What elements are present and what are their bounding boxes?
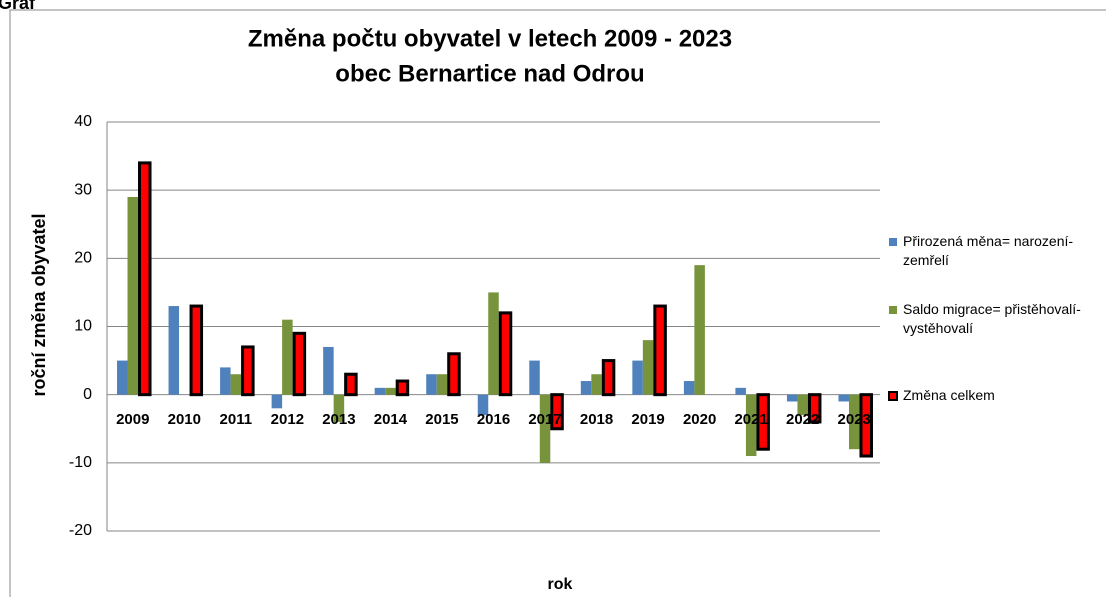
bar [271,394,283,409]
y-tick-label: 20 [74,250,92,267]
bar [694,265,705,395]
legend-label: Saldo migrace= přistěhovalí-vystěhovalí [903,301,1081,336]
x-tick-label: 2016 [477,411,510,428]
bar [385,387,396,395]
chart-subtitle: obec Bernartice nad Odrou [335,60,644,87]
legend-swatch [889,306,897,314]
bar [529,360,540,395]
x-tick-label: 2021 [734,411,767,428]
bar [168,306,180,395]
bar [807,393,822,424]
y-tick-label: 10 [74,318,92,335]
legend-label: Změna celkem [903,387,995,403]
x-tick-label: 2020 [683,411,716,428]
x-tick-label: 2011 [220,411,253,428]
x-tick-label: 2022 [786,411,819,428]
bar [333,394,345,422]
y-tick-label: -10 [69,454,92,471]
bar [632,360,643,395]
bar [539,394,551,463]
y-tick-label: 30 [74,181,92,198]
bar [447,352,461,397]
bar [230,374,242,395]
bar [395,379,410,397]
bar [653,304,667,397]
bar [756,393,770,451]
bar [117,360,128,395]
x-tick-label: 2010 [168,411,201,428]
chart-title: Změna počtu obyvatel v letech 2009 - 202… [248,25,732,52]
bar [550,393,564,431]
y-tick-label: 0 [83,386,92,403]
legend-swatch [889,238,897,246]
bar [848,394,860,450]
chart-frame [9,9,1106,597]
legend-label: Přirozená měna= narození-zemřelí [903,233,1074,268]
bar [282,319,293,395]
x-tick-label: 2019 [631,411,664,428]
x-tick-label: 2013 [322,411,355,428]
bar [477,394,489,416]
y-tick-label: -20 [69,522,92,539]
bar [374,387,386,395]
bar [591,374,602,395]
bar [127,196,139,395]
bar [838,394,849,402]
bar [138,161,152,397]
x-tick-label: 2017 [528,411,561,428]
bar [220,367,231,395]
bar [498,311,513,397]
x-tick-label: 2009 [116,411,149,428]
bar [683,381,695,395]
bar [859,393,873,458]
bar [241,345,255,397]
bar [642,340,654,395]
y-axis-title: roční změna obyvatel [29,213,49,396]
bar [601,359,616,397]
x-tick-label: 2018 [580,411,613,428]
bar [786,394,798,402]
x-axis-title: rok [548,576,573,593]
bar [323,346,334,395]
x-tick-label: 2014 [374,411,408,428]
y-tick-label: 40 [74,113,92,130]
legend-swatch [888,391,898,401]
bar [488,292,499,395]
bar [580,381,592,395]
bar [426,374,437,395]
bar [189,304,204,397]
caption: Graf [0,0,36,13]
bar [436,374,448,395]
x-tick-label: 2012 [271,411,304,428]
bar [745,394,757,457]
bar [292,331,307,397]
bar [797,394,808,416]
bar [344,372,358,397]
bar [735,387,746,395]
x-tick-label: 2023 [838,411,871,428]
x-tick-label: 2015 [425,411,458,428]
